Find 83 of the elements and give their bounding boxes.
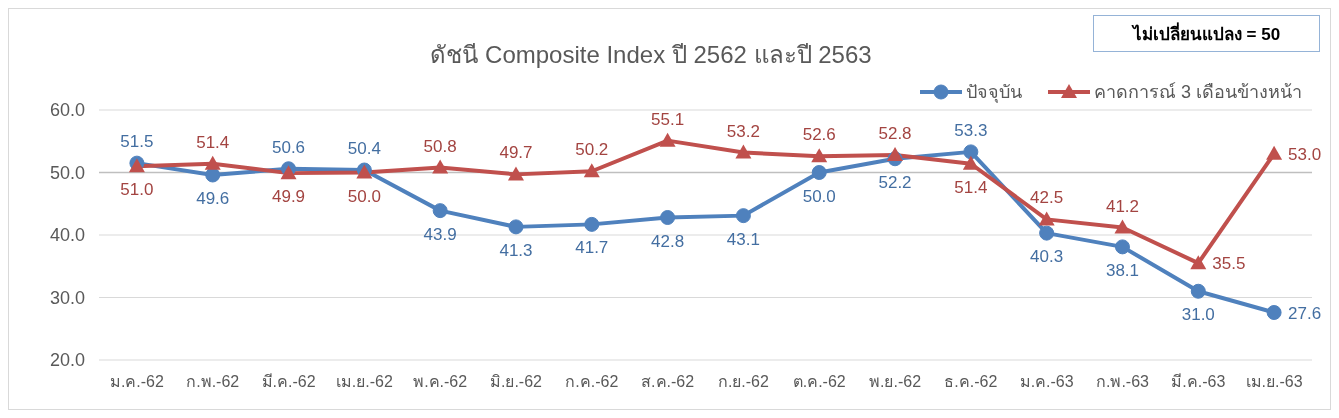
point (204, 155, 221, 170)
chart-title: ดัชนี Composite Index ปี 2562 และปี 2563 (430, 41, 872, 68)
point (583, 163, 600, 178)
point (963, 144, 979, 160)
data-label: 50.0 (347, 186, 381, 206)
point (811, 165, 827, 180)
data-label: 42.5 (1030, 188, 1064, 208)
point (811, 148, 828, 163)
point (584, 216, 600, 232)
data-label: 49.7 (499, 143, 533, 163)
data-label: 51.0 (120, 180, 154, 200)
y-tick-label: 50.0 (49, 162, 85, 183)
data-label: 43.1 (726, 229, 760, 249)
legend-label: คาดการณ์ 3 เดือนข้างหน้า (1093, 81, 1302, 104)
data-label: 42.8 (651, 231, 685, 251)
data-label: 51.5 (120, 132, 154, 152)
x-tick-label: ก.พ.-62 (186, 373, 240, 391)
data-label: 55.1 (651, 109, 685, 129)
data-label: 41.3 (499, 240, 533, 260)
x-tick-label: ม.ค.-63 (1019, 373, 1074, 391)
data-label: 51.4 (196, 132, 230, 152)
x-tick-label: ก.ย.-62 (717, 373, 770, 391)
point (507, 166, 524, 181)
point (1190, 283, 1206, 299)
data-label: 50.2 (575, 140, 609, 160)
point (735, 144, 752, 159)
data-label: 52.6 (802, 125, 836, 145)
data-label: 50.4 (347, 139, 381, 158)
x-tick-label: ส.ค.-62 (641, 373, 695, 391)
x-tick-label: ก.ค.-62 (565, 373, 619, 391)
x-tick-label: ต.ค.-62 (792, 373, 846, 391)
point (1190, 255, 1207, 270)
data-label: 38.1 (1105, 260, 1140, 280)
data-label: 41.7 (575, 238, 609, 258)
data-label: 53.3 (954, 120, 988, 140)
point (432, 203, 448, 219)
point (280, 165, 297, 180)
point (962, 155, 979, 170)
point (432, 159, 449, 174)
legend-label: ปัจจุบัน (965, 81, 1022, 105)
point (1266, 145, 1283, 160)
data-label: 51.4 (954, 177, 988, 197)
point (1038, 211, 1055, 226)
point (508, 219, 524, 235)
data-label: 53.2 (726, 121, 760, 141)
point (205, 167, 221, 183)
data-label: 52.8 (878, 124, 912, 143)
data-label: 50.0 (802, 186, 836, 206)
data-label: 49.6 (196, 189, 230, 208)
x-tick-label: ม.ค.-62 (109, 373, 165, 391)
y-tick-label: 30.0 (49, 287, 85, 308)
data-label: 40.3 (1030, 247, 1064, 267)
y-tick-label: 20.0 (49, 350, 85, 371)
y-tick-label: 40.0 (49, 225, 85, 246)
point (1039, 225, 1055, 241)
data-label: 35.5 (1212, 254, 1246, 274)
x-tick-label: ธ.ค.-62 (944, 373, 998, 391)
x-tick-label: พ.ค.-62 (413, 373, 468, 391)
point (887, 147, 904, 161)
x-tick-label: พ.ย.-62 (869, 373, 922, 391)
point (735, 208, 751, 224)
x-tick-label: มี.ค.-62 (261, 373, 316, 391)
data-label: 52.2 (878, 172, 912, 192)
data-label: 53.0 (1288, 144, 1322, 164)
data-label: 43.9 (423, 224, 457, 244)
data-label: 41.2 (1105, 196, 1140, 216)
y-tick-label: 60.0 (49, 100, 85, 121)
point (660, 210, 676, 225)
point (1266, 305, 1282, 320)
x-tick-label: มิ.ย.-62 (489, 373, 543, 391)
x-tick-label: มี.ค.-63 (1171, 373, 1226, 391)
x-tick-label: เม.ย.-62 (335, 373, 393, 391)
data-label: 31.0 (1181, 305, 1215, 325)
data-label: 49.9 (271, 187, 306, 207)
text: ไม่เปลี่ยนแปลง = 50 (1132, 21, 1281, 46)
point (659, 132, 676, 147)
data-label: 50.8 (423, 136, 457, 156)
point (1114, 239, 1130, 255)
x-tick-label: เม.ย.-63 (1245, 373, 1303, 391)
data-label: 27.6 (1288, 303, 1322, 323)
data-label: 50.6 (271, 137, 306, 157)
point (1114, 219, 1131, 234)
x-tick-label: ก.พ.-63 (1095, 373, 1150, 391)
